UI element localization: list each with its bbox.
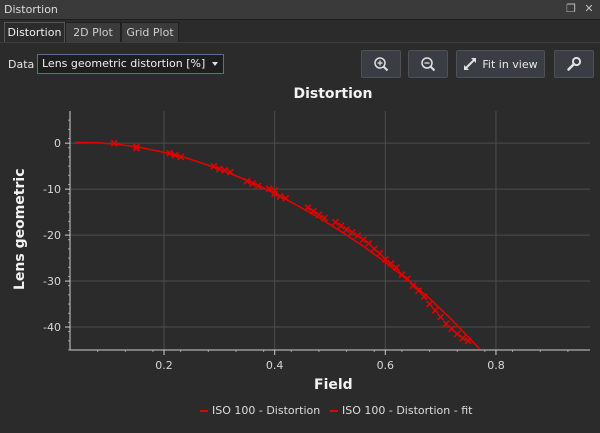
data-point — [215, 165, 223, 173]
y-tick-label: -10 — [43, 183, 61, 196]
data-point — [365, 239, 373, 247]
data-point — [398, 271, 406, 279]
legend-label: ISO 100 - Distortion - fit — [342, 404, 473, 417]
window-title: Distortion — [4, 3, 58, 16]
data-point — [376, 249, 384, 258]
window-titlebar: Distortion ❐ ✕ — [0, 0, 600, 20]
data-point — [337, 222, 345, 230]
fit-in-view-button[interactable]: Fit in view — [456, 50, 545, 78]
data-point — [464, 337, 472, 345]
data-point — [392, 264, 400, 272]
data-point — [265, 185, 273, 193]
chart-title: Distortion — [293, 86, 373, 102]
x-tick-label: 0.8 — [487, 359, 505, 372]
data-point — [315, 211, 323, 219]
data-point — [166, 149, 174, 157]
data-point — [171, 151, 179, 159]
data-point — [210, 162, 218, 170]
fit-in-view-label: Fit in view — [482, 57, 538, 71]
data-point — [414, 287, 423, 295]
data-point — [370, 245, 378, 253]
data-point — [243, 177, 251, 185]
x-tick-label: 0.2 — [155, 359, 173, 372]
data-point — [359, 236, 367, 244]
fit-view-icon — [464, 58, 477, 70]
wrench-icon — [567, 56, 582, 71]
data-point — [442, 320, 450, 328]
data-point — [420, 293, 428, 301]
data-point — [110, 139, 118, 147]
zoom-out-button[interactable] — [408, 50, 448, 78]
data-point — [381, 255, 389, 264]
tab-divider — [0, 42, 600, 43]
y-tick-label: -20 — [43, 229, 61, 242]
data-point — [282, 194, 290, 202]
settings-button[interactable] — [554, 50, 594, 78]
data-point — [177, 153, 185, 161]
legend-swatch — [330, 410, 338, 412]
data-point — [437, 313, 445, 321]
data-point — [309, 207, 317, 215]
legend-item-distortion-fit[interactable]: ISO 100 - Distortion - fit — [330, 404, 472, 417]
data-point — [132, 144, 140, 152]
y-tick-label: -40 — [43, 321, 61, 334]
y-tick-label: 0 — [54, 137, 61, 150]
x-axis-label: Field — [314, 377, 353, 393]
tab-2d-plot[interactable]: 2D Plot — [65, 22, 121, 42]
data-point — [426, 300, 434, 308]
tab-distortion[interactable]: Distortion — [4, 22, 65, 42]
float-window-icon[interactable]: ❐ — [566, 2, 576, 15]
data-label: Data — [8, 58, 35, 71]
data-point — [354, 231, 362, 240]
data-point — [348, 228, 356, 236]
legend-label: ISO 100 - Distortion — [212, 404, 321, 417]
data-point — [431, 306, 439, 315]
dropdown-arrow-icon — [212, 62, 218, 66]
zoom-in-button[interactable] — [361, 50, 401, 78]
data-point — [254, 182, 262, 190]
data-point — [448, 325, 456, 333]
x-tick-label: 0.4 — [266, 359, 284, 372]
x-tick-label: 0.6 — [377, 359, 395, 372]
data-point — [221, 166, 229, 174]
data-point — [248, 180, 257, 188]
data-point — [271, 190, 279, 198]
data-point — [304, 203, 312, 212]
y-tick-label: -30 — [43, 275, 61, 288]
data-point — [132, 143, 140, 151]
legend-item-distortion[interactable]: ISO 100 - Distortion — [200, 404, 320, 417]
tab-grid-plot[interactable]: Grid Plot — [121, 22, 179, 42]
fit-line — [75, 141, 480, 350]
data-point — [343, 226, 351, 234]
legend-swatch — [200, 410, 208, 412]
zoom-in-icon — [374, 57, 389, 72]
data-point — [403, 275, 412, 283]
zoom-out-icon — [421, 57, 436, 72]
data-point — [331, 218, 340, 226]
close-window-icon[interactable]: ✕ — [584, 2, 594, 15]
data-select[interactable]: Lens geometric distortion [%] — [37, 54, 224, 74]
data-point — [459, 334, 467, 342]
data-select-value: Lens geometric distortion [%] — [42, 57, 206, 70]
data-point — [453, 330, 461, 338]
data-point — [320, 214, 329, 222]
data-point — [226, 168, 234, 176]
data-point — [409, 282, 417, 290]
data-point — [387, 260, 395, 268]
data-point — [276, 192, 284, 201]
